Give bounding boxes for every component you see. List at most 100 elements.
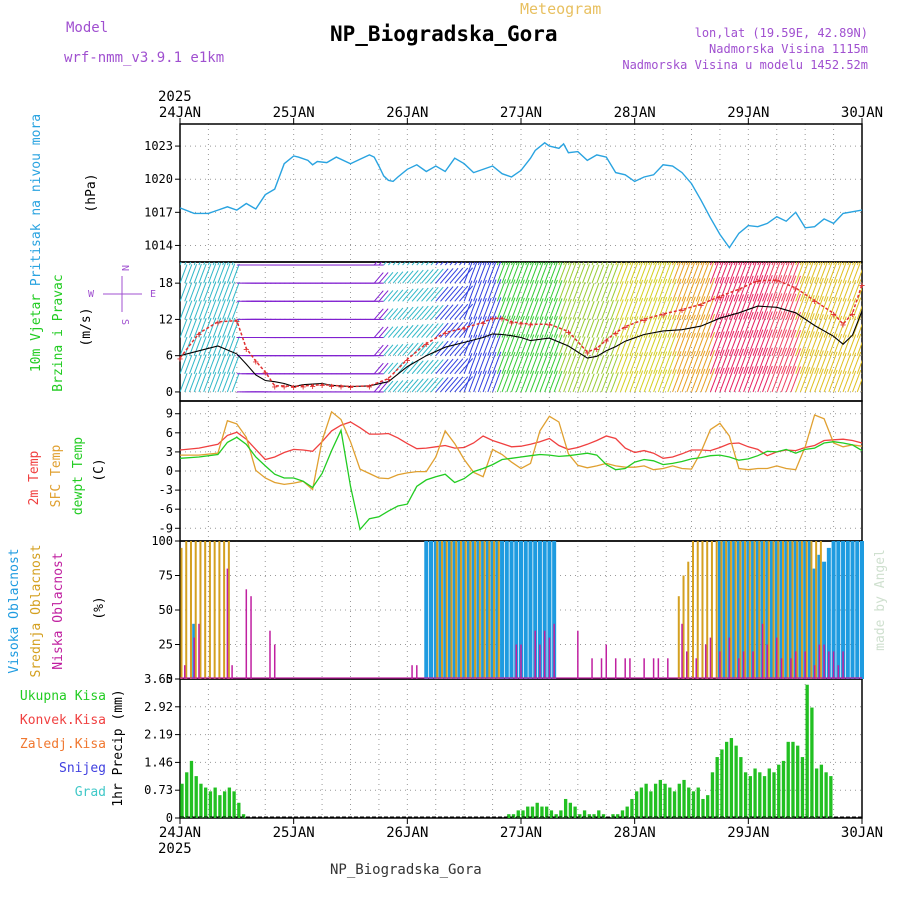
wind-barb xyxy=(762,329,773,356)
cloud-bar xyxy=(742,651,745,679)
wind-barb xyxy=(193,372,202,393)
wind-barb xyxy=(743,366,754,393)
wind-barb xyxy=(762,262,765,266)
wind-barb xyxy=(705,262,715,284)
wind-barb xyxy=(795,275,806,302)
wind-barb xyxy=(591,318,600,338)
temperature-series-line xyxy=(179,421,863,461)
wind-barb xyxy=(553,316,563,338)
cloud-bar xyxy=(471,541,476,679)
wind-barb xyxy=(856,323,862,338)
wind-barb xyxy=(766,329,778,356)
wind-barb xyxy=(548,316,558,338)
wind-barb xyxy=(373,262,378,266)
top-date-label: 27JAN xyxy=(500,105,542,121)
wind-barb xyxy=(468,280,478,302)
wind-barb xyxy=(709,295,720,320)
wind-gust-marker: + xyxy=(291,382,297,393)
wind-barb xyxy=(638,352,648,374)
wind-barb xyxy=(525,370,535,393)
wind-barb xyxy=(421,262,425,266)
wind-barb xyxy=(440,286,454,302)
wind-barb xyxy=(842,353,852,374)
wind-gust-marker: + xyxy=(423,340,429,351)
wind-gust-marker: + xyxy=(490,314,496,325)
wind-barb xyxy=(184,300,193,320)
cloud-bar xyxy=(788,541,793,679)
wind-barb xyxy=(198,281,207,302)
wind-barb xyxy=(714,349,725,374)
cloud-bar xyxy=(755,541,760,679)
wind-barb xyxy=(544,262,554,284)
wind-barb xyxy=(184,336,193,356)
cloud-bar xyxy=(657,658,660,679)
wind-barb xyxy=(577,318,586,338)
wind-barb xyxy=(203,263,212,284)
wind-barb xyxy=(728,348,740,374)
wind-barb xyxy=(804,313,815,338)
precip-bar xyxy=(796,745,800,818)
wind-barb xyxy=(596,336,605,356)
wind-barb xyxy=(804,276,815,302)
wind-barb xyxy=(733,294,744,320)
cloud-bar xyxy=(765,541,770,679)
wind-barb xyxy=(553,352,563,374)
wind-barb xyxy=(212,353,222,374)
precip-bar xyxy=(611,814,615,818)
wind-barb xyxy=(411,269,424,284)
wind-barb xyxy=(425,268,439,284)
wind-barb xyxy=(719,313,730,338)
wind-barb xyxy=(567,262,577,284)
wind-barb xyxy=(790,275,801,302)
cloud-bar xyxy=(804,651,806,679)
wind-barb xyxy=(776,365,788,393)
wind-barb xyxy=(624,334,634,356)
wind-barb xyxy=(511,297,521,320)
cloud-bar xyxy=(793,541,798,679)
altitude-label: Nadmorska Visina 1115m xyxy=(709,42,868,56)
temperature-series-line xyxy=(180,410,863,491)
cloud-bar xyxy=(727,541,732,679)
wind-barb xyxy=(605,354,614,374)
cloud-bar xyxy=(445,541,448,679)
wind-barb xyxy=(511,315,521,338)
wind-gust-marker: + xyxy=(546,320,552,331)
wind-barb xyxy=(691,314,701,338)
bottom-date-label: 29JAN xyxy=(727,825,769,841)
wind-barb xyxy=(534,298,544,320)
cloud-bar xyxy=(828,651,830,679)
wind-barb xyxy=(463,352,473,374)
cloud-bar xyxy=(831,541,836,679)
wind-barb xyxy=(638,370,648,393)
wind-barb xyxy=(837,280,847,302)
precip-bar xyxy=(559,810,563,818)
cloud-bar xyxy=(763,541,766,679)
wind-barb xyxy=(629,352,639,374)
wind-barb xyxy=(421,323,434,338)
wind-barb xyxy=(416,341,429,356)
cloud-bar xyxy=(715,541,718,679)
compass-s-label: S xyxy=(119,319,130,325)
wind-barb xyxy=(733,262,743,284)
wind-barb xyxy=(695,262,705,284)
wind-barb xyxy=(837,370,847,393)
cloud-bar xyxy=(784,541,789,679)
cloud-bar xyxy=(786,541,789,679)
wind-barb xyxy=(709,277,720,302)
wind-barb xyxy=(430,286,444,302)
wind-barb xyxy=(501,333,511,356)
wind-barb xyxy=(193,354,202,374)
wind-barb xyxy=(558,371,568,393)
wind-barb xyxy=(180,264,188,284)
y-tick-label: 6 xyxy=(166,426,173,440)
wind-barb xyxy=(634,262,644,284)
wind-barb xyxy=(373,344,384,356)
wind-barb xyxy=(440,262,444,266)
cloud-bar xyxy=(537,541,542,679)
wind-gust-marker: + xyxy=(831,309,837,320)
wind-barb xyxy=(724,312,735,338)
wind-barb xyxy=(591,355,600,374)
cloud-bar xyxy=(819,541,822,679)
cloud-bar xyxy=(805,541,808,679)
wind-barb xyxy=(586,301,595,320)
